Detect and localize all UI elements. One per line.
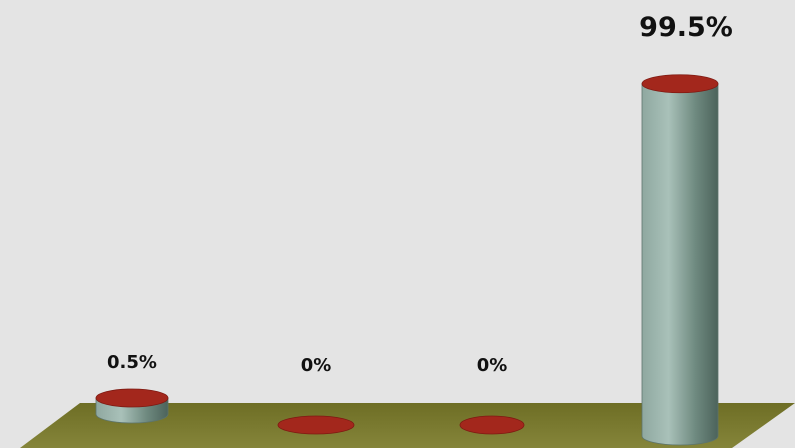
chart-floor — [20, 403, 795, 448]
bar-1 — [95, 388, 169, 424]
data-label-1: 0.5% — [107, 352, 157, 373]
bar-3 — [459, 415, 525, 435]
data-label-4: 99.5% — [639, 12, 733, 43]
data-label-3: 0% — [477, 355, 508, 376]
bar-top-cap — [459, 415, 525, 435]
bar-4 — [641, 74, 719, 446]
data-label-2: 0% — [301, 355, 332, 376]
bar-body — [641, 83, 719, 446]
bar-top-cap — [95, 388, 169, 408]
bars-layer — [95, 74, 719, 446]
bar-2 — [277, 415, 355, 435]
bar-top-cap — [641, 74, 719, 94]
data-labels-layer: 0.5% 0% 0% 99.5% — [107, 12, 733, 376]
bar-top-cap — [277, 415, 355, 435]
